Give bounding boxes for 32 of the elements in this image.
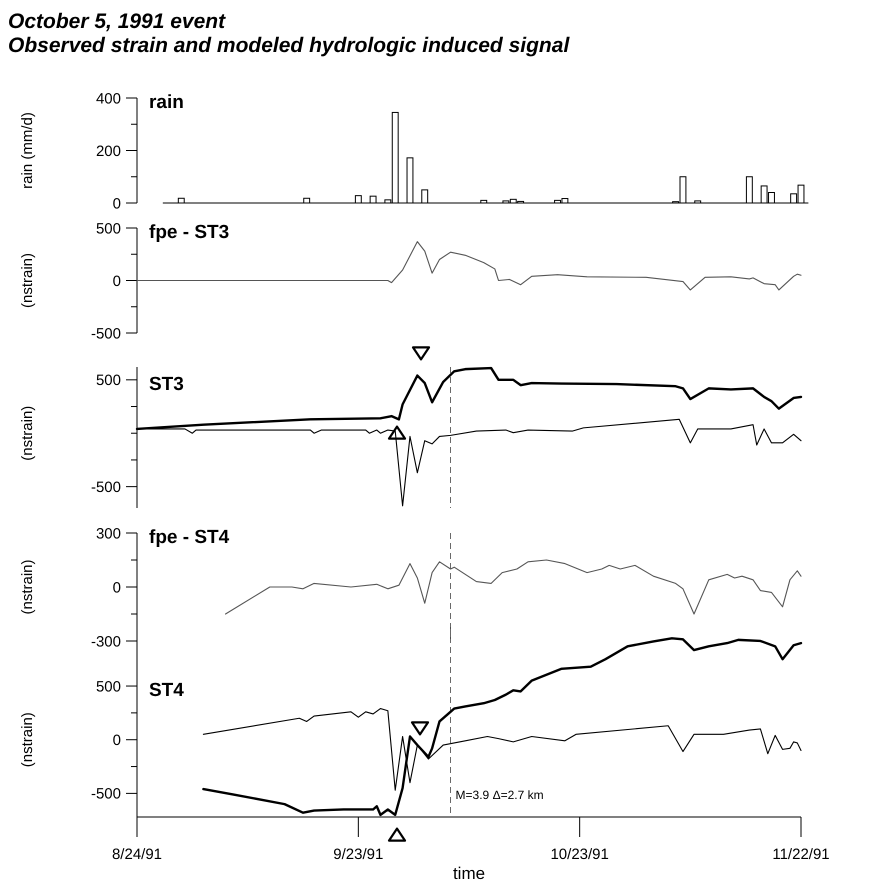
ref-line-label: M=3.9 Δ=2.7 km xyxy=(456,788,544,802)
y-tick-label: -500 xyxy=(90,786,121,803)
annotation: fpe - ST3 xyxy=(149,222,230,243)
y-axis-title: (nstrain) xyxy=(19,252,36,308)
y-axis-title: (nstrain) xyxy=(19,712,36,768)
chart-title: October 5, 1991 event xyxy=(8,10,226,33)
annotation: rain xyxy=(149,92,184,113)
annotation: ST4 xyxy=(149,680,184,702)
y-tick-label: -500 xyxy=(90,325,121,342)
y-axis-title: (nstrain) xyxy=(19,406,36,461)
y-tick-label: 500 xyxy=(96,678,121,696)
annotation: fpe - ST4 xyxy=(149,527,230,548)
y-tick-label: 0 xyxy=(112,579,121,596)
x-tick-label: 10/23/91 xyxy=(550,846,609,863)
y-axis-title: (nstrain) xyxy=(19,559,36,615)
y-tick-label: -300 xyxy=(90,633,121,650)
y-tick-label: 200 xyxy=(96,142,121,160)
chart-subtitle: Observed strain and modeled hydrologic induced signal xyxy=(8,34,570,57)
x-tick-label: 8/24/91 xyxy=(112,846,162,863)
annotation: ST3 xyxy=(149,374,184,395)
y-tick-label: 0 xyxy=(112,732,121,749)
y-tick-label: 0 xyxy=(112,272,121,290)
y-tick-label: 500 xyxy=(96,220,121,238)
x-axis-title: time xyxy=(452,864,486,883)
y-tick-label: 400 xyxy=(96,90,121,108)
y-axis-title: rain (mm/d) xyxy=(19,112,36,189)
y-tick-label: 300 xyxy=(96,525,121,542)
x-tick-label: 11/22/91 xyxy=(772,846,830,863)
y-tick-label: 0 xyxy=(112,195,121,212)
y-tick-label: -500 xyxy=(90,478,121,496)
y-tick-label: 500 xyxy=(96,372,121,390)
x-tick-label: 9/23/91 xyxy=(333,846,384,863)
